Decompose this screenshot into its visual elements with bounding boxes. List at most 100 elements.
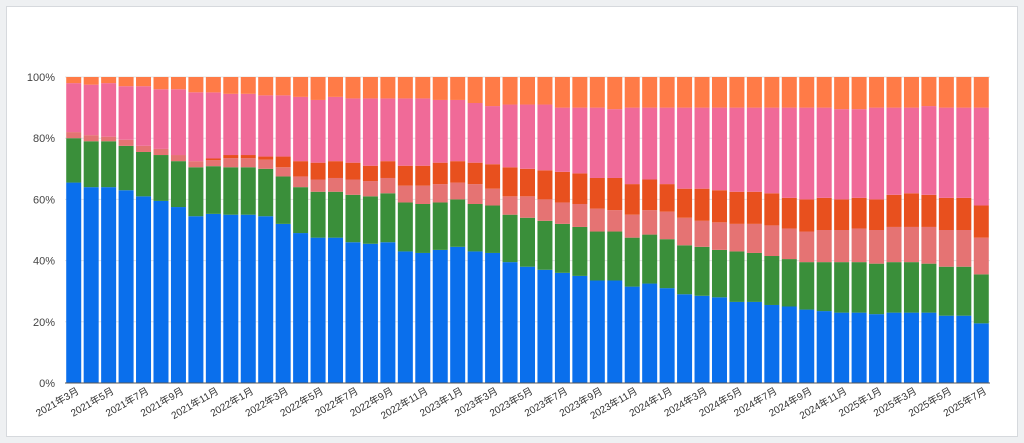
bar-segment (397, 98, 413, 166)
bar-segment (432, 99, 448, 163)
bar-segment (624, 214, 640, 238)
bar-segment (607, 231, 623, 281)
bar-segment (886, 77, 902, 108)
x-axis: 2021年3月2021年5月2021年7月2021年9月2021年11月2022… (33, 382, 990, 422)
bar-segment (659, 107, 675, 185)
bar-segment (345, 77, 361, 99)
bar-segment (240, 155, 256, 159)
bar-segment (258, 156, 274, 160)
bar-segment (938, 230, 954, 267)
bar-segment (328, 77, 344, 97)
bar-segment (677, 217, 693, 246)
bar-segment (659, 239, 675, 289)
bar-segment (345, 162, 361, 180)
bar-segment (816, 197, 832, 230)
bar-segment (956, 315, 972, 383)
bar-segment (205, 166, 221, 214)
bar-segment (938, 266, 954, 316)
bar-segment (764, 225, 780, 257)
bar-segment (223, 77, 239, 94)
bar-segment (781, 107, 797, 198)
bar-segment (694, 220, 710, 247)
bar-segment (188, 167, 204, 217)
bar-segment (415, 77, 431, 99)
bar-segment (659, 77, 675, 108)
bar-segment (851, 228, 867, 263)
bar-segment (956, 197, 972, 230)
bar-segment (764, 107, 780, 194)
bar-segment (345, 242, 361, 383)
bar-segment (101, 187, 117, 383)
bar-segment (153, 155, 169, 201)
bar-segment (781, 306, 797, 383)
bar-segment (903, 262, 919, 313)
bar-segment (136, 77, 152, 87)
bars (66, 77, 989, 383)
bar-segment (310, 179, 326, 192)
bar-segment (293, 96, 309, 162)
bar-segment (973, 77, 989, 108)
bar-segment (83, 77, 99, 85)
bar-segment (485, 164, 501, 189)
bar-segment (205, 158, 221, 161)
bar-segment (711, 249, 727, 298)
bar-segment (834, 77, 850, 110)
bar-segment (432, 202, 448, 250)
bar-segment (554, 223, 570, 273)
bar-segment (101, 141, 117, 188)
bar-segment (834, 230, 850, 263)
bar-segment (432, 162, 448, 185)
bar-segment (205, 77, 221, 93)
bar-segment (938, 77, 954, 108)
bar-segment (694, 295, 710, 383)
bar-segment (694, 107, 710, 189)
bar-segment (415, 165, 431, 186)
bar-segment (799, 77, 815, 108)
y-tick-label: 20% (33, 317, 55, 329)
bar-segment (799, 231, 815, 263)
bar-segment (170, 155, 186, 162)
bar-segment (467, 162, 483, 185)
bar-segment (869, 230, 885, 264)
bar-segment (170, 77, 186, 90)
bar-segment (328, 96, 344, 162)
bar-segment (677, 77, 693, 108)
bar-segment (956, 77, 972, 108)
chart-card: 0% 20% 40% 60% 80% 100% 2021年3月 2021年5月 2021年7月… (6, 6, 1018, 437)
bar-segment (903, 226, 919, 263)
bar-segment (851, 197, 867, 229)
bar-segment (729, 77, 745, 108)
bar-segment (170, 89, 186, 156)
bar-segment (537, 220, 553, 270)
bar-segment (677, 188, 693, 218)
bar-segment (328, 237, 344, 383)
bar-segment (537, 170, 553, 200)
bar-segment (956, 266, 972, 316)
bar-segment (537, 104, 553, 171)
bar-segment (816, 311, 832, 383)
bar-segment (711, 222, 727, 250)
bar-segment (746, 77, 762, 108)
bar-segment (834, 262, 850, 313)
bar-segment (240, 167, 256, 215)
bar-segment (677, 245, 693, 295)
bar-segment (153, 77, 169, 90)
bar-segment (380, 193, 396, 243)
bar-segment (118, 77, 134, 87)
bar-segment (310, 77, 326, 100)
bar-segment (589, 231, 605, 281)
bar-segment (275, 77, 291, 96)
bar-segment (240, 77, 256, 94)
bar-segment (711, 297, 727, 383)
bar-segment (781, 77, 797, 108)
bar-segment (153, 89, 169, 149)
bar-segment (869, 314, 885, 383)
bar-segment (223, 158, 239, 168)
bar-segment (83, 187, 99, 383)
bar-segment (537, 77, 553, 105)
bar-segment (188, 161, 204, 168)
bar-segment (921, 106, 937, 195)
bar-segment (223, 93, 239, 156)
bar-segment (520, 77, 536, 105)
bar-segment (118, 190, 134, 383)
